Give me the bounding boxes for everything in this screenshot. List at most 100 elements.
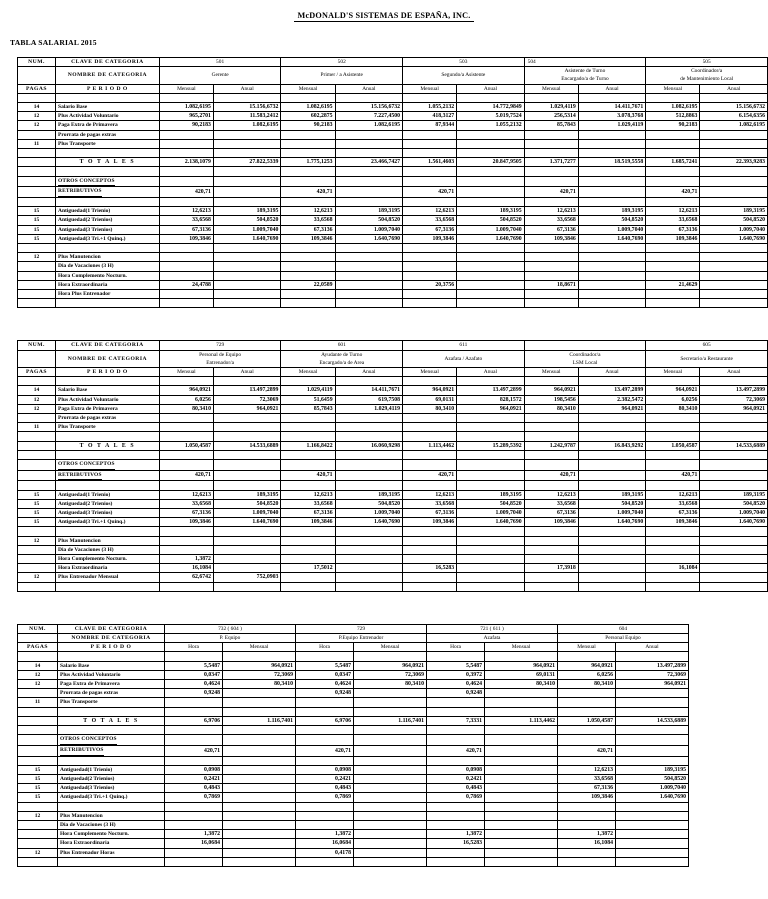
value-cell: [353, 829, 427, 840]
value-cell: 964,0921: [615, 678, 689, 690]
pagas-value: 12: [17, 847, 58, 858]
spacer-value: [426, 706, 485, 717]
value-cell: 0,3972: [426, 669, 485, 680]
spacer-value: [334, 196, 404, 208]
value-cell: [222, 792, 296, 803]
value-cell: [577, 544, 647, 555]
retributivos-value: 420,71: [645, 469, 701, 482]
value-cell: 0,4843: [295, 783, 354, 794]
value-cell: [456, 279, 525, 291]
row-label: Plus Transporte: [57, 697, 165, 708]
spacer-value: [615, 856, 689, 867]
value-cell: 13.497,2899: [615, 660, 689, 671]
spacer-value: [523, 196, 579, 208]
table-row: 12 Paga Extra de Primavera 80,3410 964,0921…: [16, 403, 768, 415]
value-cell: [222, 847, 296, 858]
row-label: Hora Extraordinaria: [57, 838, 165, 849]
category-name-3: Segundo/a Asistente: [402, 66, 525, 85]
value-cell: [402, 535, 458, 546]
subheader-4-a: Mensual: [523, 83, 579, 94]
row-label: Antiguedad(3 Trienios): [55, 224, 160, 235]
value-cell: 418,3127: [402, 111, 458, 122]
spacer-value: [280, 449, 336, 460]
value-cell: 12,6213: [557, 764, 616, 775]
spacer-value: [523, 480, 579, 491]
retributivos-label: RETRIBUTIVOS: [55, 186, 160, 198]
oc-value: [334, 458, 404, 471]
value-cell: [523, 288, 579, 300]
spacer-value: [212, 581, 282, 592]
category-name-4: Personal Equipo: [557, 632, 689, 644]
value-cell: [484, 688, 558, 699]
value-cell: [222, 838, 296, 849]
value-cell: [158, 129, 214, 140]
value-cell: 67,3136: [645, 224, 701, 235]
table-row: Prorrata de pagas extras 0,9248 0,9248 0,92…: [17, 688, 689, 699]
spacer-row: [17, 724, 689, 736]
value-cell: [212, 129, 282, 140]
pagas-value: [17, 819, 58, 831]
row-label: Antiguedad(2 Trienios): [57, 773, 165, 785]
header-pagas: PAGAS: [16, 366, 57, 378]
spacer-value: [280, 148, 336, 159]
value-cell: [402, 544, 458, 555]
header-blank: [17, 632, 58, 644]
value-cell: [222, 810, 296, 821]
spacer-value: [280, 480, 336, 491]
table-row: 12 Plus Manutencion: [16, 535, 768, 546]
row-label: Plus Transporte: [55, 422, 160, 433]
rt-num: [16, 469, 57, 482]
value-cell: 964,0921: [456, 403, 525, 415]
category-code-1: 729: [158, 340, 282, 351]
totals-value: 2.138,1079: [158, 157, 214, 168]
spacer-value: [158, 196, 214, 208]
row-label: Plus Manutencion: [55, 252, 160, 263]
value-cell: 87,9344: [402, 120, 458, 131]
oc-value: [334, 175, 404, 188]
value-cell: 0,9248: [295, 688, 354, 699]
spacer-value: [523, 449, 579, 460]
spacer-value: [158, 449, 214, 460]
value-cell: 33,6568: [402, 215, 458, 226]
value-cell: 12,6213: [158, 206, 214, 217]
value-cell: 67,3136: [402, 507, 458, 519]
oc-value: [295, 734, 354, 746]
spacer-num: [16, 298, 57, 309]
table-row: 15 Antiguedad(3 Trienios) 67,3136 1.009,704…: [16, 224, 768, 235]
value-cell: 33,6568: [557, 773, 616, 785]
value-cell: [280, 422, 336, 433]
value-cell: [222, 783, 296, 794]
spacer-value: [645, 298, 701, 309]
spacer-value: [484, 724, 558, 736]
value-cell: [577, 535, 647, 546]
subheader-3-b: Anual: [456, 366, 525, 378]
spacer-value: [353, 755, 427, 766]
subheader-3-a: Mensual: [402, 366, 458, 378]
value-cell: 67,3136: [523, 507, 579, 519]
spacer-value: [280, 526, 336, 537]
value-cell: [212, 270, 282, 281]
row-label: Hora Extraordinaria: [55, 563, 160, 574]
salary-table-3: NUM. CLAVE DE CATEGORIA 732 ( 604 ) 729 721 …: [17, 623, 689, 867]
oc-value: [645, 175, 701, 188]
totals-value: 6,9706: [295, 715, 354, 726]
value-cell: [212, 535, 282, 546]
value-cell: [334, 572, 404, 583]
pagas-value: [17, 838, 58, 849]
spacer-label: [57, 856, 165, 867]
value-cell: [523, 412, 579, 424]
value-cell: 15.156,6732: [334, 101, 404, 113]
table-row: Hora Extraordinaria 16,0684 16,0684 16,5283…: [17, 838, 689, 849]
retributivos-value: [353, 744, 427, 757]
value-cell: 0,4624: [426, 678, 485, 690]
value-cell: [645, 544, 701, 555]
value-cell: [158, 138, 214, 150]
spacer-value: [212, 431, 282, 442]
oc-value: [523, 175, 579, 188]
value-cell: 1.009,7040: [615, 783, 689, 794]
value-cell: 1,3872: [295, 829, 354, 840]
spacer-label: [55, 166, 160, 177]
value-cell: [334, 270, 404, 281]
value-cell: 67,3136: [402, 224, 458, 235]
pagas-value: 15: [16, 498, 57, 509]
